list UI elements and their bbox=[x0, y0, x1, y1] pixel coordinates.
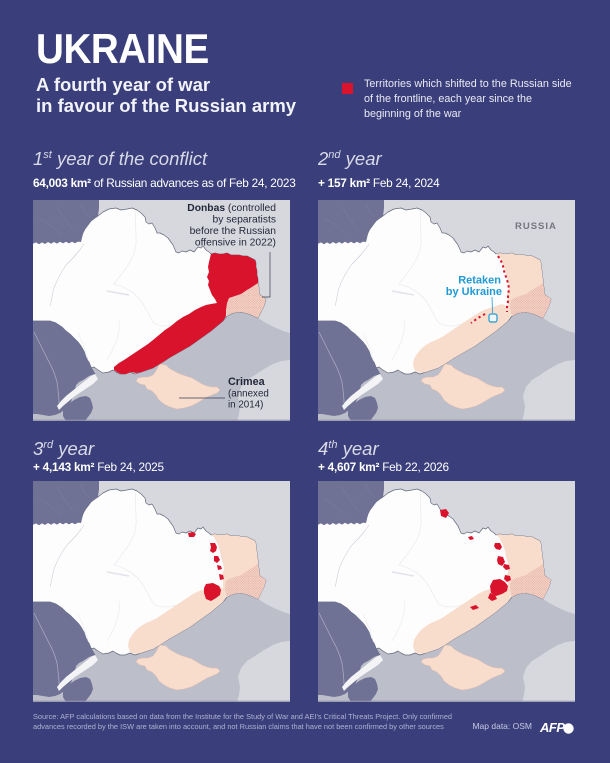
svg-text:(annexed: (annexed bbox=[228, 389, 269, 400]
svg-text:by Ukraine: by Ukraine bbox=[446, 286, 502, 298]
svg-text:RUSSIA: RUSSIA bbox=[515, 221, 557, 232]
svg-text:by separatists: by separatists bbox=[212, 215, 276, 226]
svg-text:in 2014): in 2014) bbox=[228, 400, 263, 411]
svg-text:Crimea: Crimea bbox=[228, 376, 266, 388]
svg-text:before the Russian: before the Russian bbox=[190, 226, 277, 237]
svg-text:Retaken: Retaken bbox=[458, 275, 501, 287]
svg-text:offensive in 2022): offensive in 2022) bbox=[195, 238, 276, 249]
svg-text:Donbas (controlled: Donbas (controlled bbox=[187, 203, 276, 214]
